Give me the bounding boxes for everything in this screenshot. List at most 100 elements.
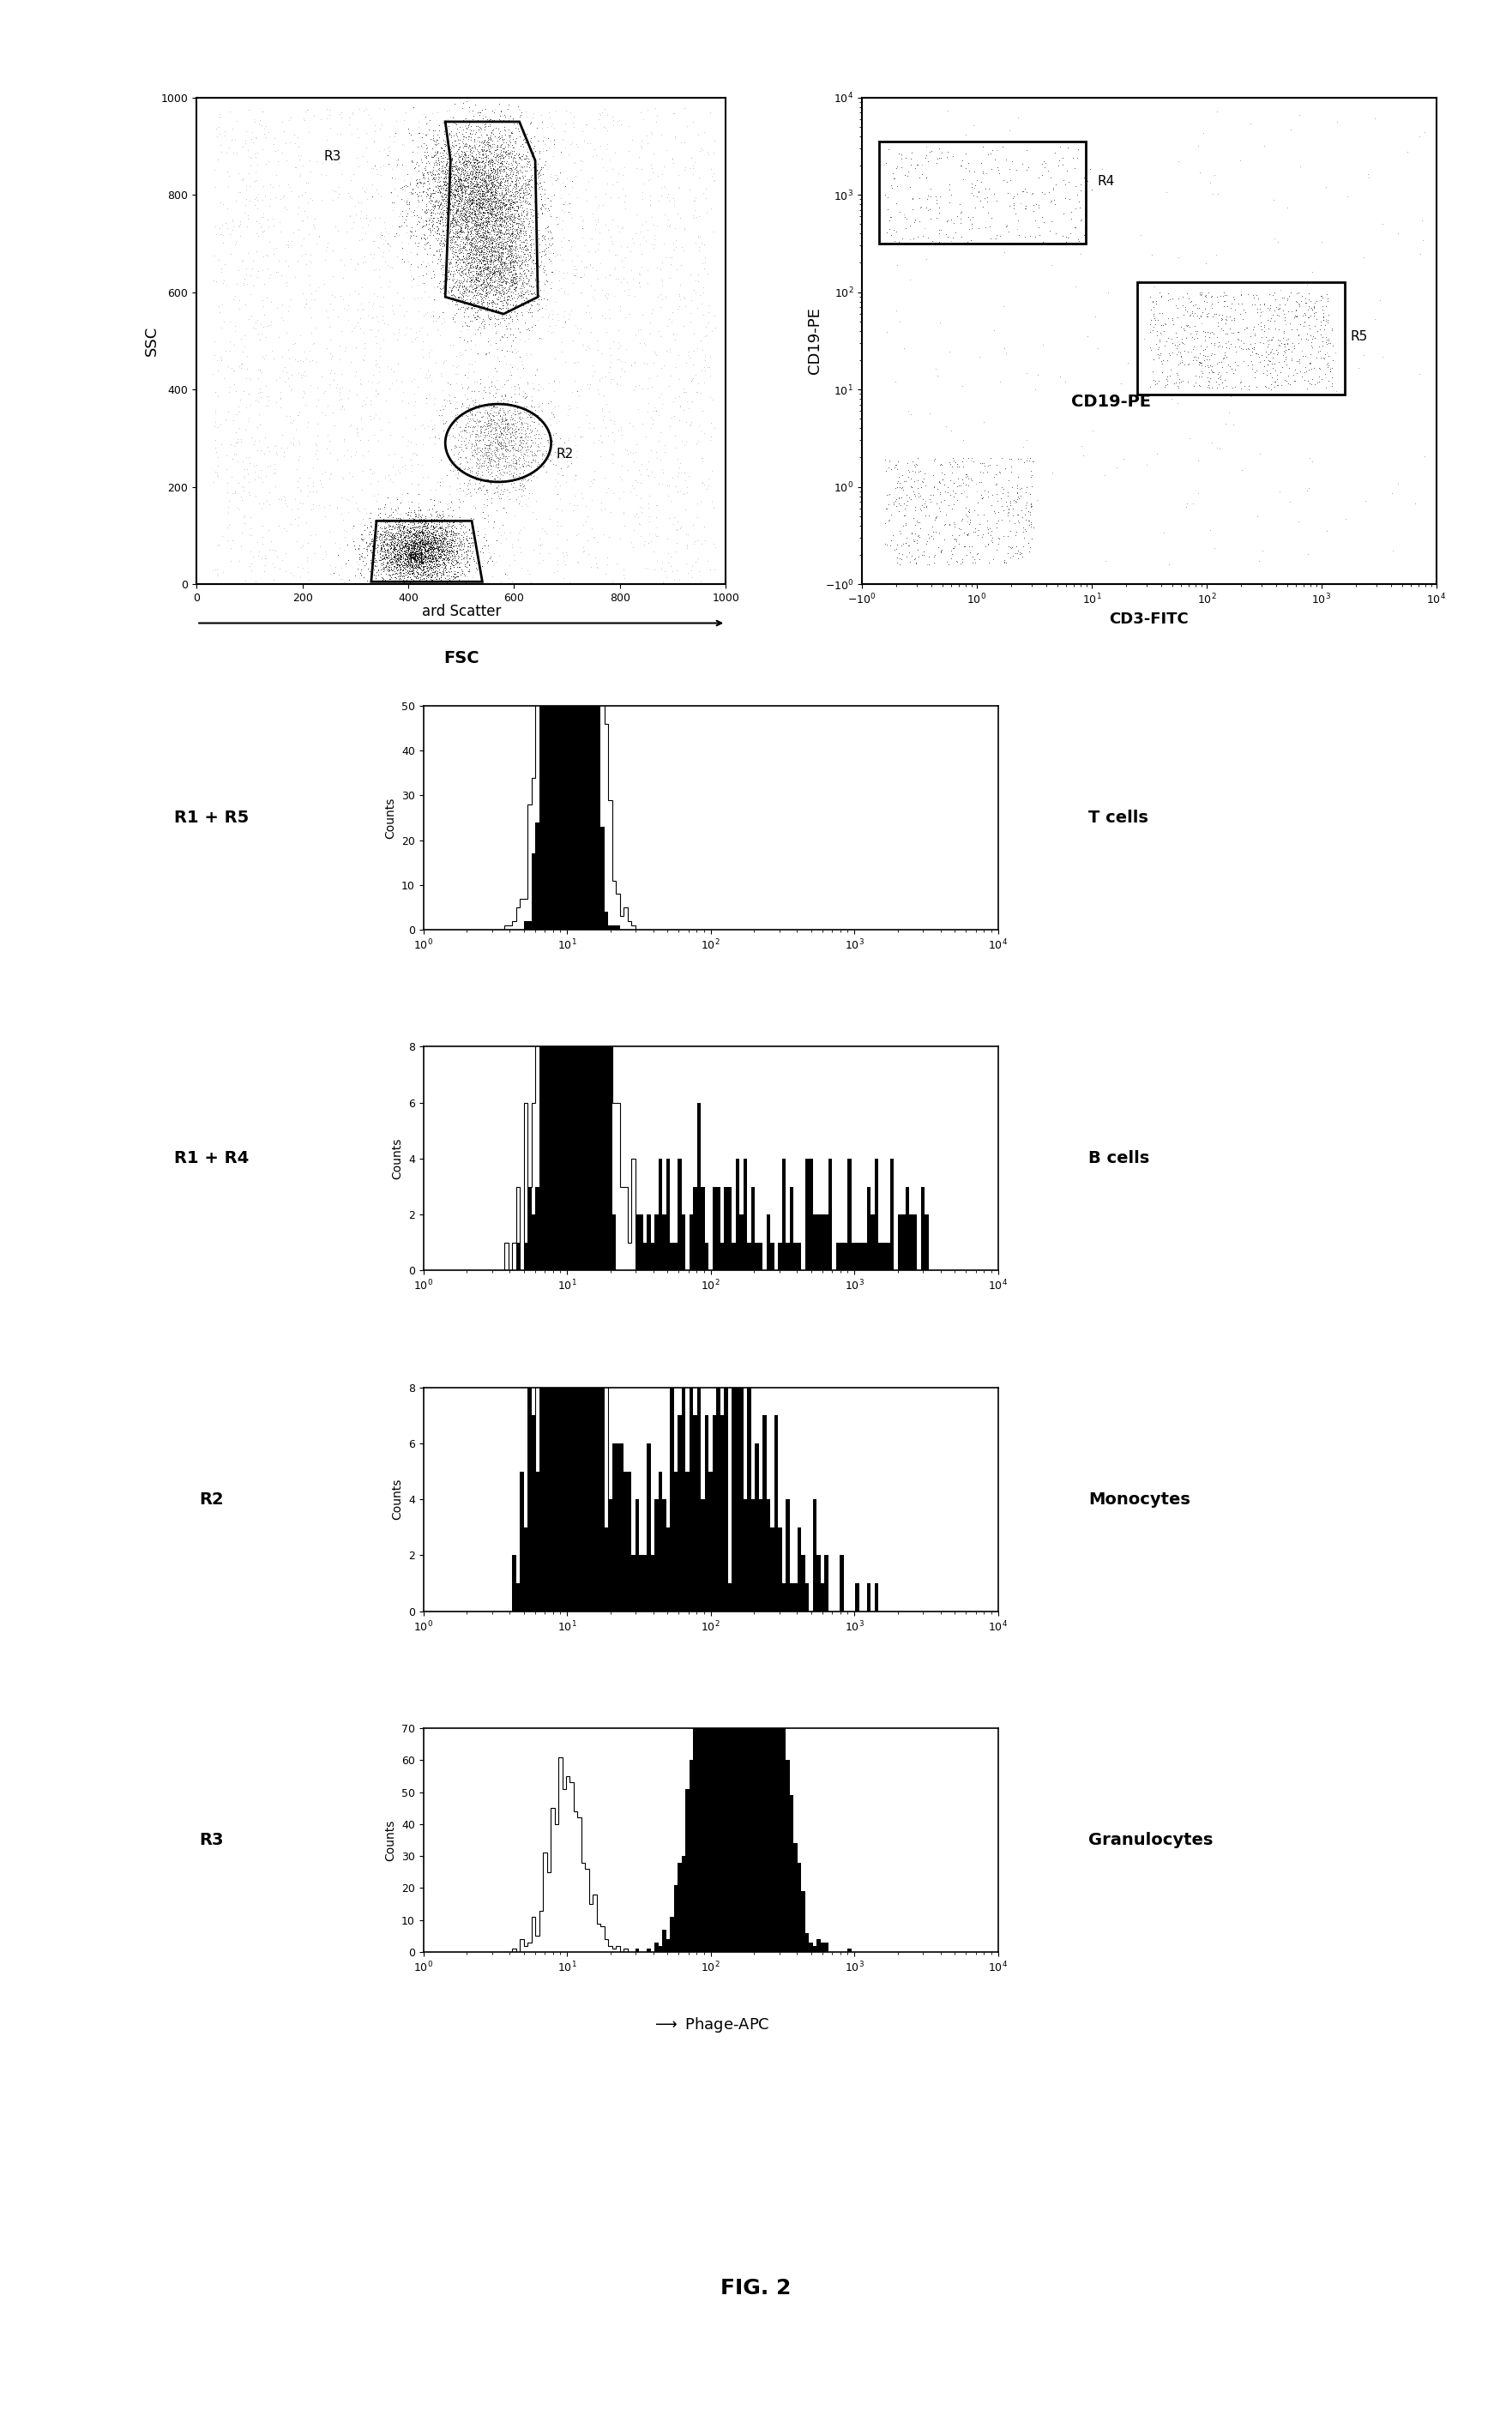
Point [479,282,503,321]
Point [467,158,491,197]
Point [393,540,417,579]
Point [363,557,387,596]
Point [1290,331,1314,370]
Point [1285,297,1309,336]
Point [482,231,507,270]
Point [469,156,493,195]
Point [514,214,538,253]
Point [428,535,452,574]
Point [1175,307,1199,346]
Point [425,144,449,183]
Point [357,511,381,550]
Point [475,248,499,287]
Point [553,343,578,382]
Point [413,207,437,246]
Point [511,214,535,253]
Point [1169,341,1193,380]
Point [516,129,540,168]
Point [405,553,429,591]
Point [464,234,488,273]
Point [490,426,514,465]
Point [478,141,502,180]
Point [422,540,446,579]
Point [351,450,375,489]
Point [1187,368,1211,406]
Point [581,346,605,385]
Point [1273,299,1297,338]
Point [497,277,522,316]
Point [405,557,429,596]
Point [499,200,523,239]
Point [438,543,463,582]
Point [472,214,496,253]
Point [507,241,531,280]
Point [452,506,476,545]
Point [440,166,464,204]
Point [301,467,325,506]
Point [528,526,552,565]
Point [485,127,510,166]
Point [671,88,696,127]
Point [1022,443,1046,482]
Point [437,153,461,192]
Point [440,173,464,212]
Point [487,185,511,224]
Point [375,538,399,577]
Point [553,302,578,341]
Point [233,560,257,599]
Point [410,555,434,594]
Point [493,404,517,443]
Point [508,241,532,280]
Point [473,127,497,166]
Point [443,170,467,209]
Point [487,214,511,253]
Point [611,156,635,195]
Point [448,428,472,467]
Point [538,265,562,304]
Point [488,178,513,217]
Point [490,506,514,545]
Point [505,161,529,200]
Point [493,207,517,246]
Point [417,501,442,540]
Point [992,161,1016,200]
Point [381,548,405,587]
Point [448,526,472,565]
Point [928,533,953,572]
Point [1302,287,1326,326]
Point [414,538,438,577]
Point [900,134,924,173]
Point [404,538,428,577]
Point [481,200,505,239]
Point [596,416,620,455]
Point [508,399,532,438]
Point [503,180,528,219]
Point [493,445,517,484]
Point [398,565,422,604]
Point [656,207,680,246]
Point [393,548,417,587]
Point [425,192,449,231]
Point [245,146,269,185]
Point [284,148,308,187]
Point [360,548,384,587]
Point [484,236,508,275]
Point [668,246,692,285]
Point [1170,324,1194,363]
Point [510,428,534,467]
Point [370,535,395,574]
Point [475,270,499,309]
Point [431,526,455,565]
Point [485,168,510,207]
Point [454,280,478,319]
Point [491,134,516,173]
Point [516,234,540,273]
Point [395,523,419,562]
Point [519,562,543,601]
Point [493,197,517,236]
Point [387,521,411,560]
Point [547,153,572,192]
Point [924,499,948,538]
Point [464,187,488,226]
Point [493,212,517,251]
